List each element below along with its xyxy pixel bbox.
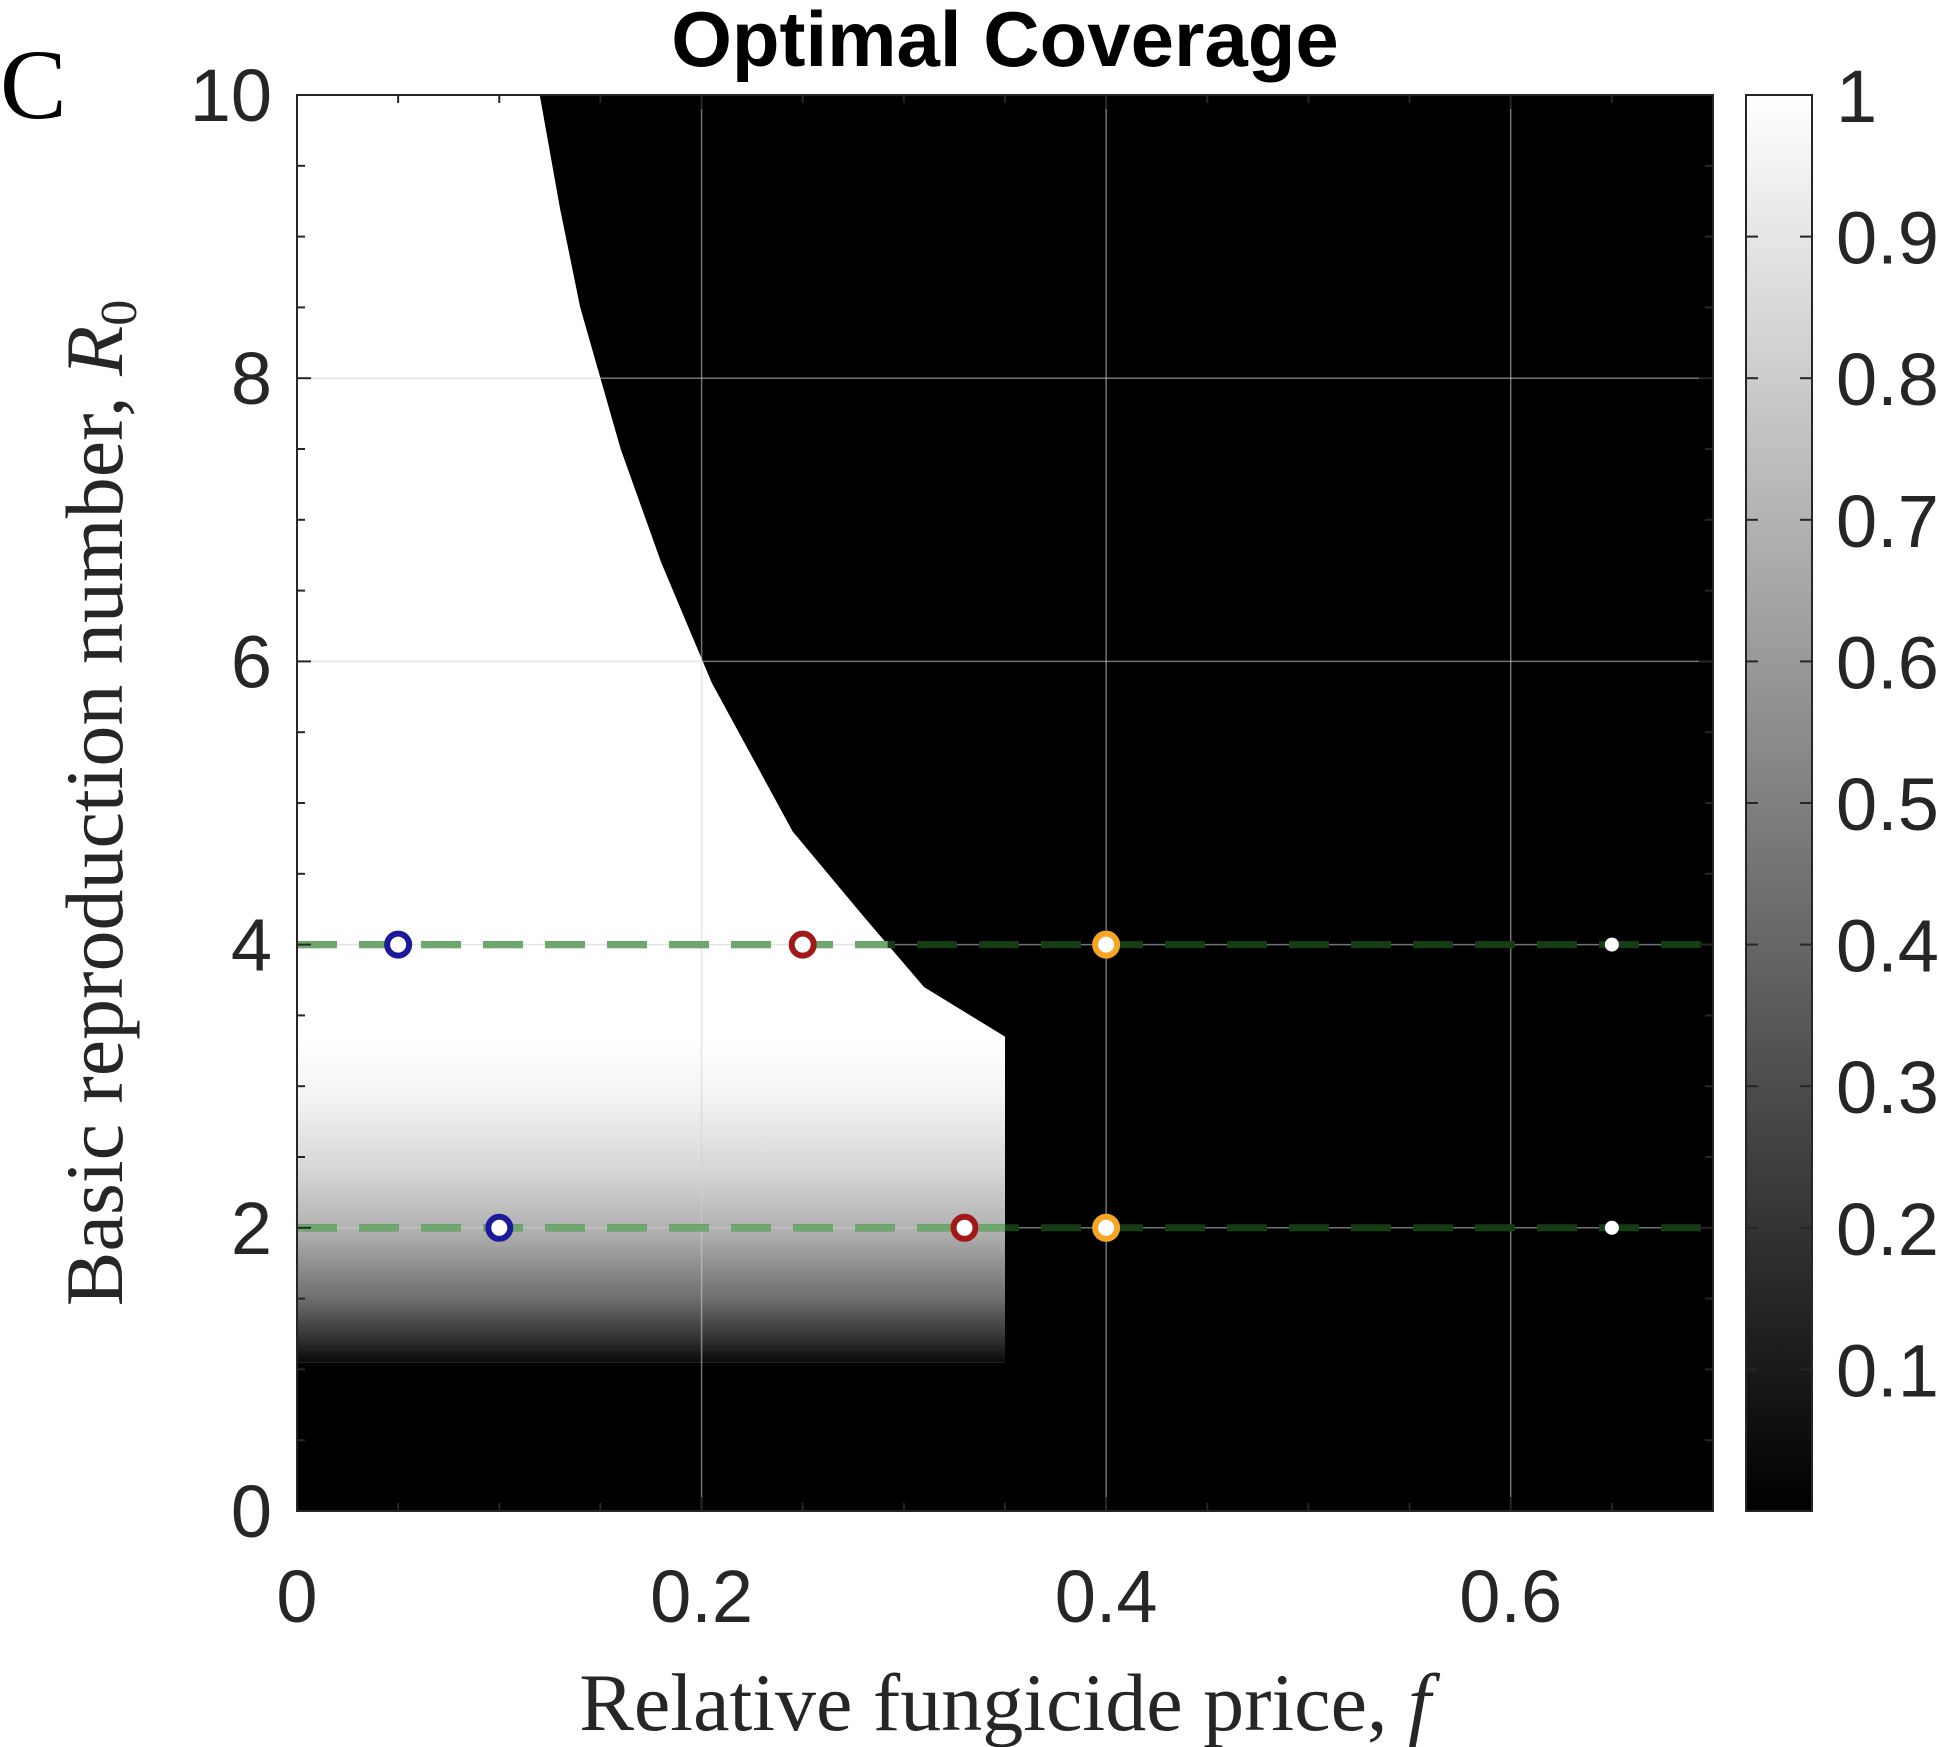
axis-tick-labels: 0 0.2 0.4 0.6 0 2 4 6 8 10 <box>190 54 1562 1638</box>
y-axis-label: Basic reproduction number, R0 <box>49 300 148 1306</box>
colorbar-ticks: 0.1 0.2 0.3 0.4 0.5 0.6 0.7 0.8 0.9 1 <box>1746 55 1939 1412</box>
colorbar-tick-label: 0.8 <box>1836 338 1939 421</box>
x-tick-label: 0.4 <box>1055 1555 1158 1638</box>
colorbar-tick-label: 1 <box>1836 55 1877 138</box>
data-marker <box>788 930 817 959</box>
panel-label: C <box>0 29 67 140</box>
coverage-heatmap <box>297 95 1713 1511</box>
data-marker <box>950 1213 979 1242</box>
y-tick-label: 6 <box>231 620 272 703</box>
data-markers <box>384 930 1619 1242</box>
x-tick-label: 0 <box>276 1555 317 1638</box>
colorbar-tick-label: 0.2 <box>1836 1188 1939 1271</box>
colorbar-tick-label: 0.4 <box>1836 905 1939 988</box>
y-tick-label: 10 <box>190 54 272 137</box>
colorbar-tick-label: 0.7 <box>1836 480 1939 563</box>
colorbar-tick-label: 0.6 <box>1836 621 1939 704</box>
data-marker <box>1092 1213 1121 1242</box>
colorbar-tick-label: 0.9 <box>1836 197 1939 280</box>
colorbar-tick-label: 0.5 <box>1836 763 1939 846</box>
reference-lines <box>297 941 1713 1232</box>
colorbar-tick-label: 0.1 <box>1836 1329 1939 1412</box>
data-marker <box>384 930 413 959</box>
partial-coverage-region <box>297 1036 1005 1363</box>
y-tick-label: 4 <box>231 904 272 987</box>
chart-title: Optimal Coverage <box>671 0 1339 83</box>
x-axis-label: Relative fungicide price, f <box>579 1657 1441 1747</box>
data-marker <box>1604 937 1619 952</box>
y-tick-label: 2 <box>231 1187 272 1270</box>
y-tick-label: 8 <box>231 337 272 420</box>
data-marker <box>485 1213 514 1242</box>
zero-coverage-region <box>297 95 1713 1511</box>
data-marker <box>1092 930 1121 959</box>
x-tick-label: 0.2 <box>650 1555 753 1638</box>
x-tick-label: 0.6 <box>1459 1555 1562 1638</box>
colorbar-tick-label: 0.3 <box>1836 1046 1939 1129</box>
data-marker <box>1604 1220 1619 1235</box>
y-tick-label: 0 <box>231 1470 272 1553</box>
axis-ticks <box>296 94 1714 1512</box>
